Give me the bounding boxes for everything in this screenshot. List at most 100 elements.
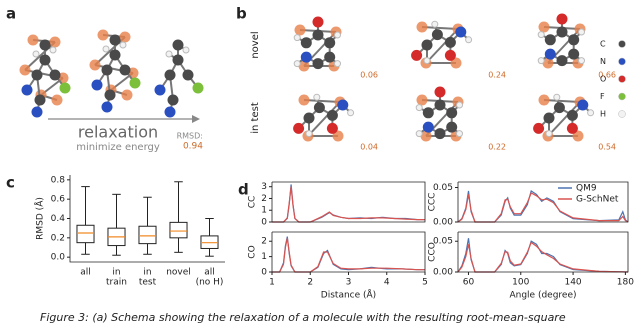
atom	[102, 45, 110, 53]
atom	[434, 99, 446, 111]
relaxation-caption: relaxation	[78, 123, 158, 142]
atom	[456, 101, 463, 109]
series-line	[457, 238, 629, 273]
atom	[109, 34, 121, 46]
rmsd-value: 0.94	[183, 142, 203, 152]
atom	[101, 64, 113, 76]
row-label: novel	[250, 31, 261, 58]
atom	[587, 109, 595, 117]
y-tick-label: 0.05	[433, 183, 453, 193]
atom	[121, 89, 133, 101]
atom	[431, 29, 443, 41]
atom	[337, 99, 349, 111]
atom	[416, 94, 428, 106]
y-axis-label: CCC	[428, 193, 438, 212]
legend-label: H	[600, 110, 606, 119]
atom	[556, 13, 568, 25]
x-tick-label: 3	[346, 278, 352, 288]
series-line	[457, 241, 629, 273]
legend-label: G-SchNet	[576, 195, 619, 205]
atom	[49, 36, 61, 48]
x-tick-label: 180	[617, 278, 634, 288]
rmsd-value: 0.54	[598, 143, 616, 152]
atom	[537, 31, 545, 39]
atom	[49, 46, 57, 54]
y-tick-label: 2	[261, 237, 267, 247]
y-axis-label: CC	[248, 196, 258, 209]
atom	[298, 94, 310, 106]
bond	[425, 28, 459, 64]
legend-atom	[618, 110, 626, 118]
atom	[172, 39, 184, 51]
atom	[334, 31, 341, 39]
y-tick-label: 0.00	[433, 268, 453, 278]
molecule	[293, 16, 341, 70]
x-tick-label: 4	[384, 278, 390, 288]
atom	[544, 48, 556, 60]
atom	[119, 41, 127, 49]
y-tick-label: 1	[261, 206, 267, 216]
atom	[542, 57, 554, 69]
y-tick-label: 0.4	[51, 214, 66, 224]
atom	[423, 57, 431, 65]
x-tick-label: 2	[307, 278, 313, 288]
panel-label: b	[236, 5, 247, 23]
atom	[313, 102, 325, 114]
atom	[415, 130, 423, 138]
x-axis-label: Angle (degree)	[509, 291, 576, 301]
box	[76, 224, 95, 244]
molecule	[91, 34, 141, 113]
atom	[326, 122, 338, 134]
atom	[577, 99, 589, 111]
atom	[324, 51, 336, 63]
x-tick-label: novel	[166, 268, 191, 278]
atom	[49, 69, 61, 81]
rmsd-value: 0.66	[598, 71, 616, 80]
atom	[538, 21, 550, 33]
atom	[578, 28, 585, 36]
atom	[566, 122, 578, 134]
atom	[39, 39, 51, 51]
atom	[553, 102, 565, 114]
molecule	[537, 13, 585, 67]
atom	[104, 89, 116, 101]
y-tick-label: 0.2	[51, 233, 65, 243]
atom	[89, 59, 101, 71]
atom	[119, 64, 131, 76]
box	[138, 225, 157, 245]
atom	[421, 39, 433, 51]
atom	[300, 51, 312, 63]
atom	[164, 69, 176, 81]
y-tick-label: 0	[261, 268, 267, 278]
atom	[300, 37, 312, 49]
atom	[455, 26, 467, 38]
axis	[457, 181, 629, 223]
axis	[69, 175, 225, 263]
row-label: in test	[250, 102, 261, 134]
atom	[313, 93, 321, 101]
atom	[446, 107, 458, 119]
atom	[182, 46, 190, 54]
x-tick-label: all	[204, 268, 215, 278]
legend-atom	[618, 40, 626, 48]
atom	[332, 130, 344, 142]
rmsd-label: RMSD:	[177, 132, 203, 141]
axis	[457, 231, 629, 273]
atom	[456, 130, 463, 138]
atom	[167, 94, 179, 106]
atom	[434, 86, 446, 98]
atom	[192, 82, 204, 94]
y-tick-label: 0.0	[51, 253, 66, 263]
atom	[537, 57, 545, 65]
molecule	[411, 20, 473, 65]
y-tick-label: 3	[261, 182, 267, 192]
atom	[556, 26, 568, 38]
arrow-head	[192, 115, 200, 123]
atom	[293, 60, 301, 68]
legend-atom	[618, 92, 626, 101]
atom	[32, 50, 40, 58]
y-tick-label: 0.00	[433, 218, 453, 228]
bond	[547, 101, 581, 137]
atom	[326, 109, 338, 121]
